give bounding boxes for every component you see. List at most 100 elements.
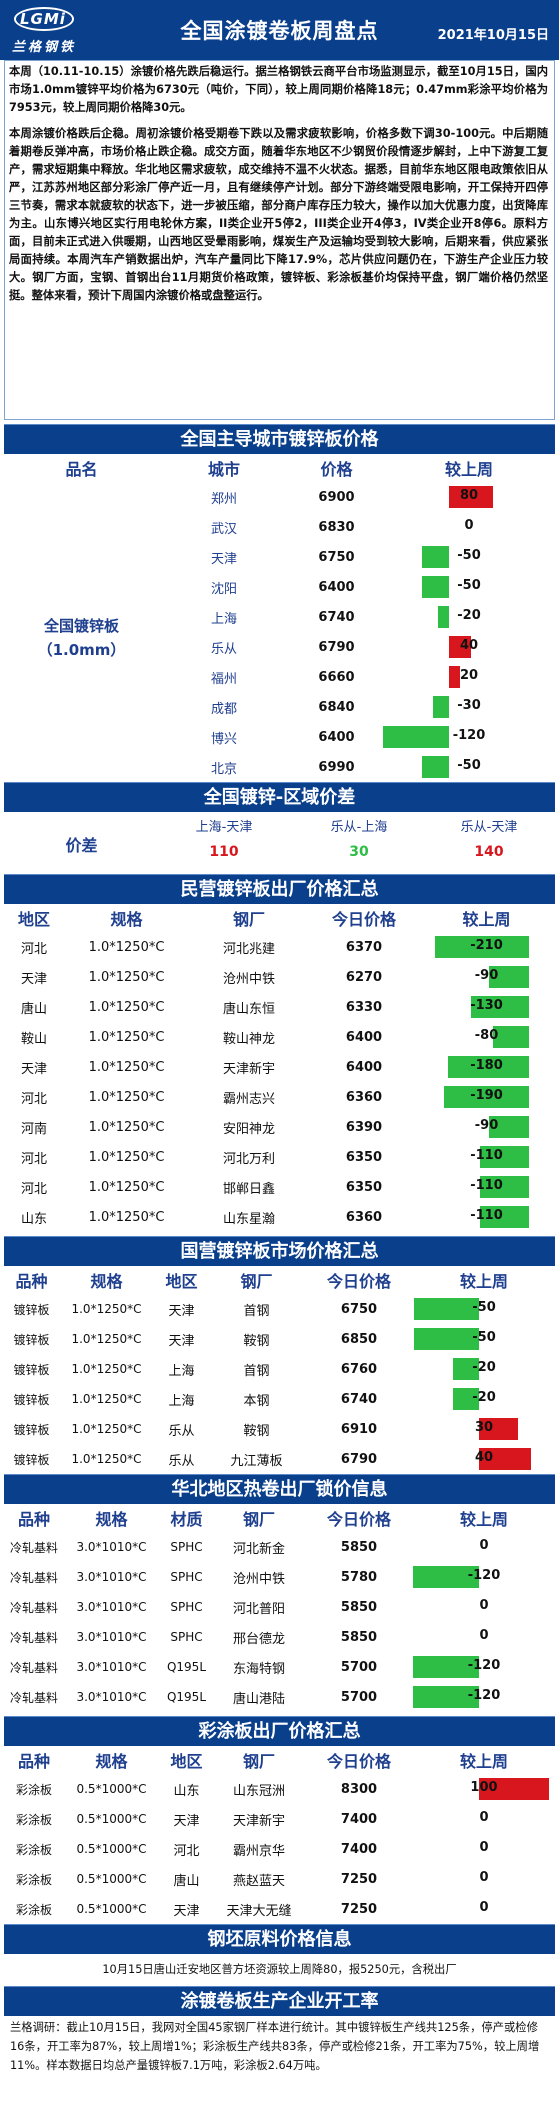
mill-name: 安阳神龙 [222,1121,275,1137]
mill-name: 鞍钢 [243,1333,270,1349]
kind-name: 冷轧基料 [9,1660,58,1675]
product-label: 全国镀锌板 （1.0mm） [4,614,159,662]
col-header-mill: 钢厂 [242,1752,275,1771]
private-mills-table: 地区 规格 钢厂 今日价格 较上周 河北 1.0*1250*C 河北兆建 6370 -2… [4,904,555,1232]
change-value: -120 [467,1568,501,1583]
region-name: 唐山 [20,1001,47,1017]
spec-value: 1.0*1250*C [71,1332,142,1346]
col-header-price: 今日价格 [331,910,396,929]
mill-name: 首钢 [243,1303,270,1319]
change-value: -50 [457,548,481,563]
change-cell: 0 [414,1622,554,1652]
change-cell: 0 [414,1804,554,1834]
product-spec: （1.0mm） [37,641,126,659]
change-bar-negative [383,726,449,748]
region-name: 天津 [168,1333,195,1349]
col-header-city: 城市 [207,460,240,479]
table-row: 冷轧基料 3.0*1010*C SPHC 河北普阳 5850 0 [4,1592,555,1622]
table-row: 天津 6750 -50 [4,542,555,572]
price-value: 5850 [340,1629,378,1645]
material-name: SPHC [170,1600,203,1614]
region-name: 上海 [168,1363,195,1379]
spec-value: 1.0*1250*C [88,1209,165,1225]
change-cell: 0 [414,1532,554,1562]
change-cell: 0 [414,1894,554,1924]
region-name: 河北 [20,941,47,957]
city-name: 成都 [210,701,237,717]
city-name: 沈阳 [210,581,237,597]
change-cell: -120 [413,1682,554,1712]
spec-value: 3.0*1010*C [76,1660,147,1674]
page-title: 全国涂镀卷板周盘点 [180,19,379,43]
col-header-change: 较上周 [462,910,511,929]
change-bar-negative [413,1566,479,1588]
change-bar-negative [488,966,529,988]
change-cell: 20 [384,662,554,692]
change-bar-positive [479,1778,549,1800]
change-value: 40 [474,1450,494,1465]
table-row: 彩涂板 0.5*1000*C 天津 天津新宇 7400 0 [4,1804,555,1834]
col-header-spec: 规格 [95,1752,128,1771]
col-header-kind: 品种 [17,1752,50,1771]
table-row: 镀锌板 1.0*1250*C 乐从 鞍钢 6910 30 [4,1414,555,1444]
change-cell: -180 [419,1052,554,1082]
change-value: -210 [470,938,503,953]
report-date: 2021年10月15日 [437,28,549,43]
lgmi-logo: LGMi 兰格钢铁 [6,4,106,56]
change-value: -30 [457,698,481,713]
change-cell: 0 [414,1834,554,1864]
city-name: 博兴 [210,731,237,747]
table-header: 品种 规格 材质 钢厂 今日价格 较上周 [4,1504,555,1532]
price-value: 6900 [318,489,355,505]
change-cell: -210 [419,932,554,962]
change-cell: -120 [413,1562,554,1592]
price-value: 6760 [340,1361,378,1377]
change-bar-negative [413,1686,479,1708]
spec-value: 1.0*1250*C [88,939,165,955]
price-value: 6400 [318,579,355,595]
mill-name: 河北万利 [222,1151,275,1167]
col-header-change: 较上周 [459,1752,508,1771]
kind-name: 冷轧基料 [9,1600,58,1615]
region-name: 唐山 [173,1873,200,1889]
kind-name: 冷轧基料 [9,1540,58,1555]
change-cell: 0 [384,512,554,542]
mill-name: 鞍钢 [243,1423,270,1439]
col-header-change: 较上周 [444,460,493,479]
spec-value: 1.0*1250*C [88,1059,165,1075]
col-header-change: 较上周 [459,1510,508,1529]
mill-name: 天津新宇 [232,1813,285,1829]
table-row: 鞍山 1.0*1250*C 鞍山神龙 6400 -80 [4,1022,555,1052]
table-row: 镀锌板 1.0*1250*C 上海 首钢 6760 -20 [4,1354,555,1384]
city-name: 武汉 [210,521,237,537]
table-row: 河北 1.0*1250*C 邯郸日鑫 6350 -110 [4,1172,555,1202]
region-name: 河北 [20,1151,47,1167]
change-value: -20 [472,1360,496,1375]
region-name: 河北 [20,1091,47,1107]
mill-name: 山东星瀚 [222,1211,275,1227]
col-header-change: 较上周 [459,1272,508,1291]
change-cell: 30 [414,1414,554,1444]
col-header-kind: 品种 [17,1510,50,1529]
change-bar-negative [434,936,529,958]
col-header-spec: 规格 [90,1272,123,1291]
kind-name: 彩涂板 [15,1812,52,1827]
change-cell: -110 [419,1202,554,1232]
city-name: 北京 [210,761,237,777]
mill-name: 河北普阳 [232,1601,285,1617]
spec-value: 0.5*1000*C [76,1902,147,1916]
logo-cn: 兰格钢铁 [12,40,77,55]
spread-value: 30 [349,844,369,860]
hot-rolled-table: 品种 规格 材质 钢厂 今日价格 较上周 冷轧基料 3.0*1010*C SPHC 河… [4,1504,555,1712]
change-value: -120 [452,728,486,743]
price-value: 7250 [340,1901,378,1917]
change-value: -110 [470,1148,503,1163]
report-header: LGMi 兰格钢铁 全国涂镀卷板周盘点 2021年10月15日 [0,0,559,60]
mill-name: 燕赵蓝天 [232,1873,285,1889]
city-name: 福州 [210,671,237,687]
table-row: 河南 1.0*1250*C 安阳神龙 6390 -90 [4,1112,555,1142]
city-name: 郑州 [210,491,237,507]
material-name: Q195L [166,1660,207,1674]
spread-name: 上海-天津 [195,820,253,835]
city-prices-table: 品名 城市 价格 较上周 郑州 6900 80 武汉 6830 0 天津 6750 -50 沈阳 6… [4,454,555,782]
